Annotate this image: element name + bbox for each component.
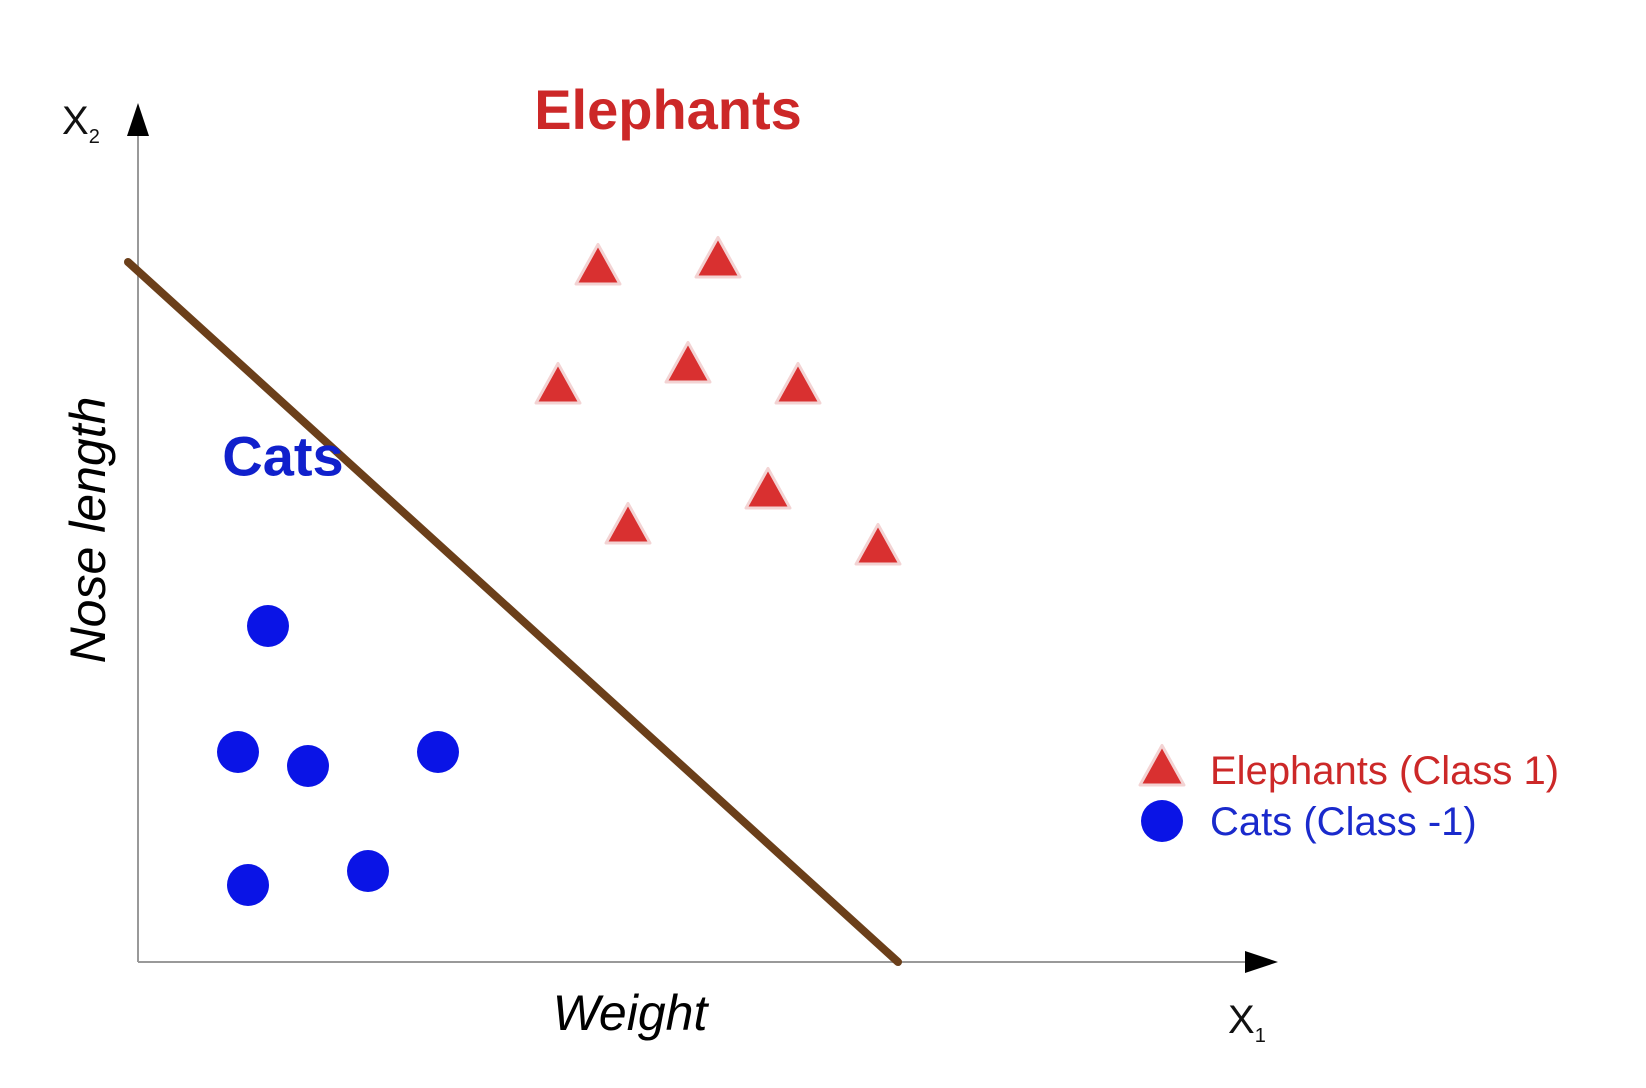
elephant-point xyxy=(854,522,902,566)
cat-point xyxy=(417,731,459,773)
elephant-point xyxy=(534,361,582,405)
legend-circle-icon xyxy=(1141,800,1183,842)
legend: Elephants (Class 1) Cats (Class -1) xyxy=(1138,743,1559,844)
elephant-point xyxy=(774,361,822,405)
elephant-point xyxy=(664,340,712,384)
class-annotation-elephants: Elephants xyxy=(534,78,802,141)
class-annotations-group: Elephants Cats xyxy=(222,78,802,488)
legend-triangle-icon xyxy=(1138,743,1186,787)
cat-point xyxy=(287,745,329,787)
elephant-point xyxy=(604,501,652,545)
cat-point xyxy=(227,864,269,906)
cat-point xyxy=(247,605,289,647)
x-axis-label: Weight xyxy=(553,985,710,1041)
x-axis-arrow xyxy=(1245,951,1278,973)
elephant-point xyxy=(744,466,792,510)
decision-boundary-line xyxy=(124,258,902,966)
class-annotation-cats: Cats xyxy=(222,425,343,488)
cat-point xyxy=(217,731,259,773)
elephant-point xyxy=(574,242,622,286)
cat-point xyxy=(347,850,389,892)
x-axis-name: X1 xyxy=(1228,998,1266,1047)
elephant-point xyxy=(694,235,742,279)
legend-label: Elephants (Class 1) xyxy=(1210,749,1559,793)
data-points-group xyxy=(217,235,902,906)
decision-boundary-group xyxy=(124,258,902,966)
y-axis-label: Nose length xyxy=(60,397,116,664)
legend-label: Cats (Class -1) xyxy=(1210,800,1477,844)
y-axis-name: X2 xyxy=(62,99,100,148)
y-axis-arrow xyxy=(127,103,149,136)
